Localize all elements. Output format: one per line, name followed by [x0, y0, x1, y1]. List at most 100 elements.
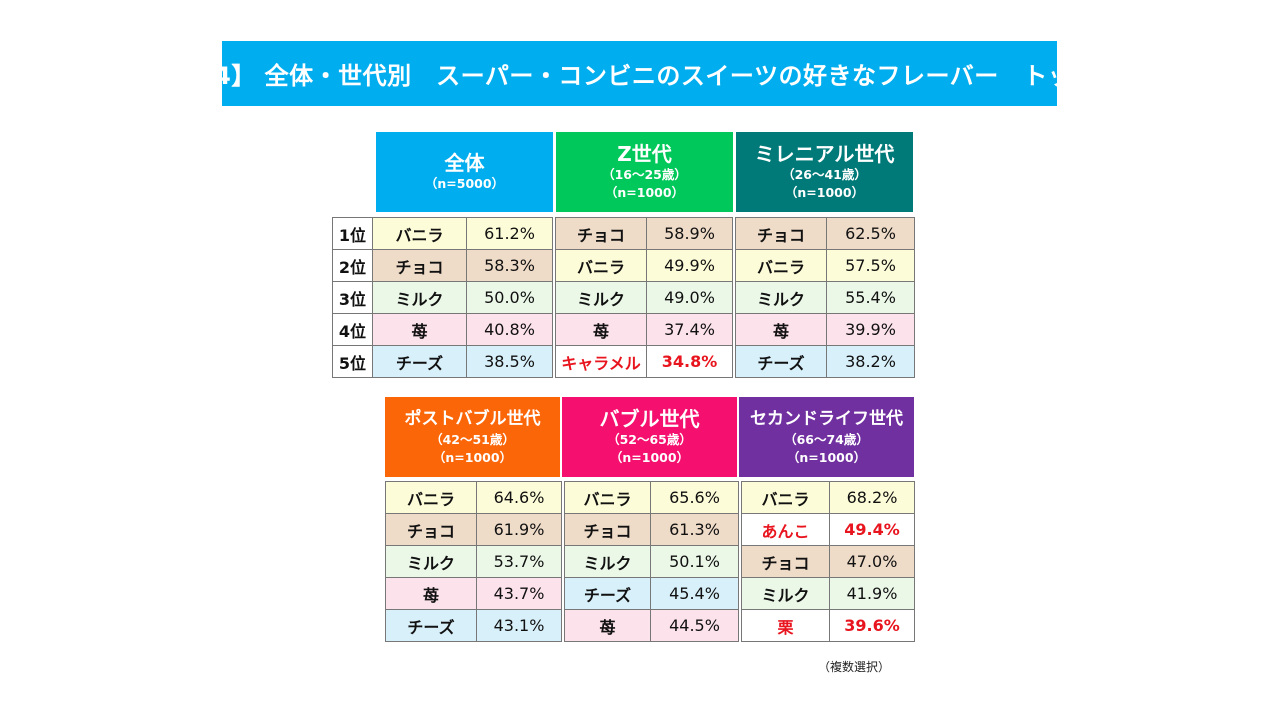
column-gap	[732, 217, 736, 250]
percent-cell: 53.7%	[476, 545, 562, 578]
header-bubble-sub2: （n=1000）	[609, 450, 690, 465]
flavor-cell: バニラ	[385, 481, 477, 514]
column-gap	[561, 577, 565, 610]
flavor-cell: 苺	[735, 313, 827, 346]
flavor-cell: キャラメル	[555, 345, 647, 378]
rank-label: 3位	[332, 281, 373, 314]
rank-label: 5位	[332, 345, 373, 378]
header-genz-name: Z世代	[617, 142, 672, 166]
column-gap	[552, 217, 556, 250]
flavor-cell: 苺	[555, 313, 647, 346]
column-gap	[732, 249, 736, 282]
percent-cell: 65.6%	[650, 481, 739, 514]
flavor-cell: 苺	[385, 577, 477, 610]
flavor-cell: チーズ	[372, 345, 467, 378]
column-gap	[732, 281, 736, 314]
header-all: 全体 （n=5000）	[376, 132, 553, 212]
flavor-cell: 苺	[564, 609, 651, 642]
rank-label: 2位	[332, 249, 373, 282]
flavor-cell: チーズ	[385, 609, 477, 642]
column-gap	[561, 481, 565, 514]
header-postbubble-name: ポストバブル世代	[404, 409, 541, 429]
header-genz-sub1: （16～25歳）	[602, 167, 687, 182]
rank-label: 1位	[332, 217, 373, 250]
flavor-cell: チョコ	[372, 249, 467, 282]
percent-cell: 61.9%	[476, 513, 562, 546]
percent-cell: 40.8%	[466, 313, 553, 346]
header-bubble-name: バブル世代	[599, 407, 700, 431]
header-all-sub1: （n=5000）	[424, 176, 505, 191]
column-gap	[738, 577, 742, 610]
flavor-cell: バニラ	[555, 249, 647, 282]
flavor-cell: バニラ	[564, 481, 651, 514]
column-gap	[738, 545, 742, 578]
header-genz-sub2: （n=1000）	[604, 185, 685, 200]
header-millennial-sub1: （26～41歳）	[782, 167, 867, 182]
flavor-cell: ミルク	[372, 281, 467, 314]
percent-cell: 50.0%	[466, 281, 553, 314]
percent-cell: 39.6%	[829, 609, 915, 642]
percent-cell: 34.8%	[646, 345, 733, 378]
column-gap	[561, 513, 565, 546]
percent-cell: 37.4%	[646, 313, 733, 346]
percent-cell: 61.3%	[650, 513, 739, 546]
ranking-table-top: 1位 バニラ 61.2% チョコ 58.9% チョコ 62.5% 2位 チョコ 58.3% バニラ 4…	[332, 217, 915, 378]
flavor-cell: ミルク	[735, 281, 827, 314]
percent-cell: 43.1%	[476, 609, 562, 642]
flavor-cell: チョコ	[555, 217, 647, 250]
header-postbubble: ポストバブル世代 （42～51歳） （n=1000）	[385, 397, 560, 477]
header-secondlife-sub1: （66～74歳）	[784, 432, 869, 447]
percent-cell: 47.0%	[829, 545, 915, 578]
flavor-cell: チーズ	[735, 345, 827, 378]
footnote: （複数選択）	[818, 660, 891, 674]
column-gap	[732, 345, 736, 378]
header-bubble-sub1: （52～65歳）	[607, 432, 692, 447]
table-row: バニラ 64.6% バニラ 65.6% バニラ 68.2%	[385, 481, 915, 514]
percent-cell: 49.4%	[829, 513, 915, 546]
column-gap	[552, 281, 556, 314]
header-secondlife: セカンドライフ世代 （66～74歳） （n=1000）	[739, 397, 914, 477]
flavor-cell: あんこ	[741, 513, 830, 546]
column-gap	[552, 313, 556, 346]
column-gap	[552, 345, 556, 378]
percent-cell: 43.7%	[476, 577, 562, 610]
flavor-cell: バニラ	[372, 217, 467, 250]
percent-cell: 39.9%	[826, 313, 915, 346]
percent-cell: 68.2%	[829, 481, 915, 514]
flavor-cell: チョコ	[735, 217, 827, 250]
percent-cell: 58.3%	[466, 249, 553, 282]
column-gap	[732, 313, 736, 346]
flavor-cell: ミルク	[555, 281, 647, 314]
header-secondlife-name: セカンドライフ世代	[750, 409, 903, 429]
percent-cell: 57.5%	[826, 249, 915, 282]
column-gap	[738, 513, 742, 546]
header-postbubble-sub1: （42～51歳）	[430, 432, 515, 447]
flavor-cell: 栗	[741, 609, 830, 642]
column-gap	[552, 249, 556, 282]
flavor-cell: バニラ	[735, 249, 827, 282]
table-row: ミルク 53.7% ミルク 50.1% チョコ 47.0%	[385, 545, 915, 578]
table-row: チーズ 43.1% 苺 44.5% 栗 39.6%	[385, 609, 915, 642]
column-gap	[561, 545, 565, 578]
percent-cell: 49.9%	[646, 249, 733, 282]
flavor-cell: ミルク	[385, 545, 477, 578]
percent-cell: 49.0%	[646, 281, 733, 314]
header-millennial: ミレニアル世代 （26～41歳） （n=1000）	[736, 132, 913, 212]
table-row: 2位 チョコ 58.3% バニラ 49.9% バニラ 57.5%	[332, 249, 915, 282]
percent-cell: 62.5%	[826, 217, 915, 250]
flavor-cell: チョコ	[741, 545, 830, 578]
percent-cell: 38.5%	[466, 345, 553, 378]
percent-cell: 50.1%	[650, 545, 739, 578]
header-postbubble-sub2: （n=1000）	[432, 450, 513, 465]
header-genz: Z世代 （16～25歳） （n=1000）	[556, 132, 733, 212]
header-millennial-name: ミレニアル世代	[754, 142, 895, 166]
header-secondlife-sub2: （n=1000）	[786, 450, 867, 465]
table-row: 5位 チーズ 38.5% キャラメル 34.8% チーズ 38.2%	[332, 345, 915, 378]
flavor-cell: チーズ	[564, 577, 651, 610]
page-title: 【図4】 全体・世代別 スーパー・コンビニのスイーツの好きなフレーバー トップ5	[165, 41, 1113, 106]
percent-cell: 55.4%	[826, 281, 915, 314]
table-row: チョコ 61.9% チョコ 61.3% あんこ 49.4%	[385, 513, 915, 546]
ranking-table-bottom: バニラ 64.6% バニラ 65.6% バニラ 68.2% チョコ 61.9% チョコ 61.3%…	[385, 481, 915, 642]
header-all-name: 全体	[444, 151, 485, 175]
percent-cell: 38.2%	[826, 345, 915, 378]
